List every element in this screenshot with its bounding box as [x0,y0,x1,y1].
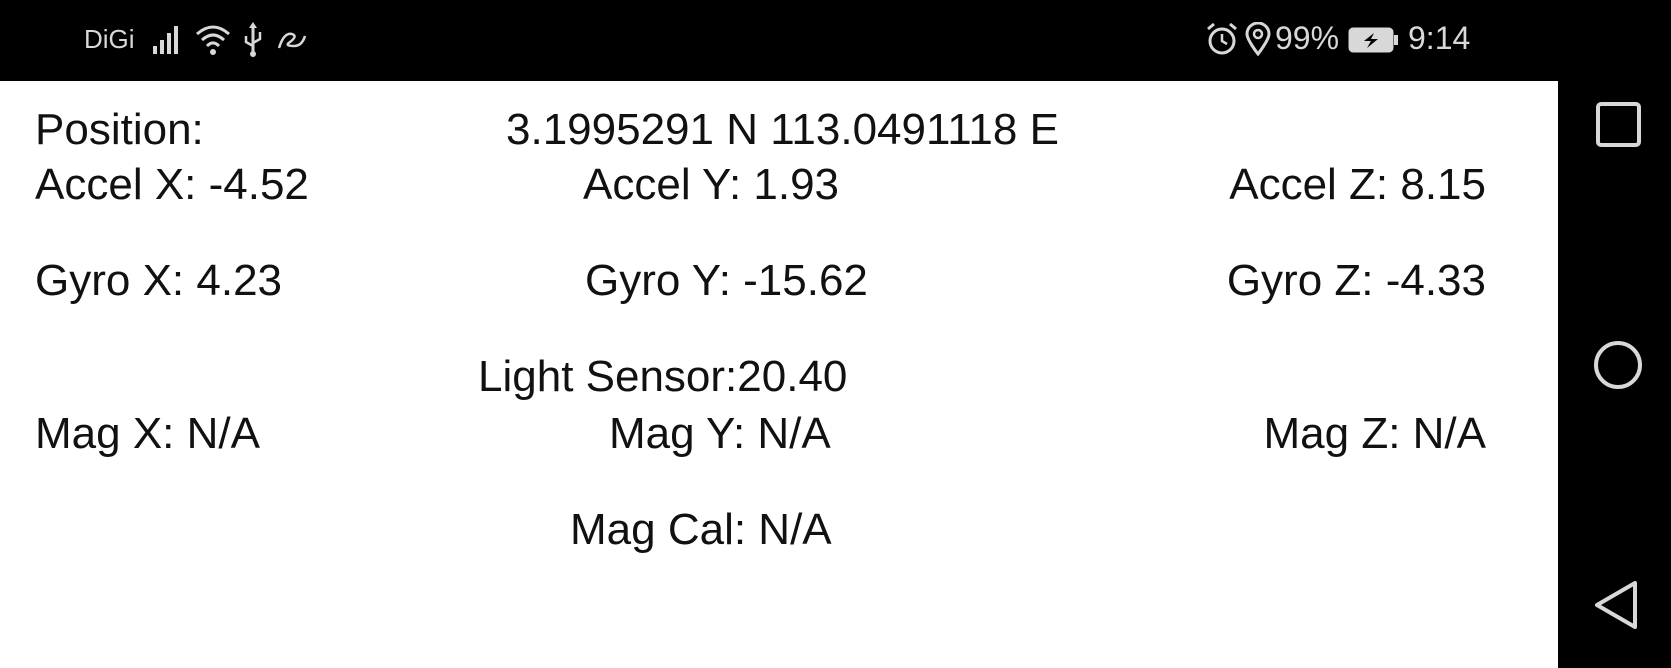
back-button[interactable] [1588,575,1648,635]
accel-z-value: Accel Z: 8.15 [1229,160,1486,209]
gyro-z-value: Gyro Z: -4.33 [1226,256,1486,305]
navigation-bar [1558,0,1671,668]
sensor-readout-panel: Position: 3.1995291 N 113.0491118 E Acce… [0,81,1558,668]
accel-y-value: Accel Y: 1.93 [583,160,840,209]
position-value: 3.1995291 N 113.0491118 E [506,105,1059,154]
app-notification-icon [277,32,307,49]
position-label: Position: [35,105,204,154]
clock-time: 9:14 [1408,20,1471,56]
mag-cal-value: Mag Cal: N/A [570,505,832,554]
circle-icon [1594,341,1642,389]
gyro-x-value: Gyro X: 4.23 [35,256,283,305]
triangle-back-icon [1595,581,1637,629]
usb-icon [244,22,262,57]
mag-z-value: Mag Z: N/A [1263,409,1487,458]
wifi-icon [196,25,230,55]
mag-x-value: Mag X: N/A [35,409,260,458]
signal-icon [153,26,178,54]
recents-button[interactable] [1588,95,1648,155]
gyro-y-value: Gyro Y: -15.62 [585,256,868,305]
location-icon [1245,22,1271,56]
carrier-name: DiGi [84,24,135,54]
status-bar: DiGi 99% 9:14 [0,0,1560,81]
battery-percentage: 99% [1275,20,1340,56]
light-sensor-value: Light Sensor:20.40 [478,352,848,401]
accel-x-value: Accel X: -4.52 [35,160,309,209]
battery-charging-icon [1348,27,1398,53]
mag-y-value: Mag Y: N/A [609,409,831,458]
square-icon [1596,102,1641,147]
home-button[interactable] [1588,335,1648,395]
alarm-icon [1207,22,1237,55]
